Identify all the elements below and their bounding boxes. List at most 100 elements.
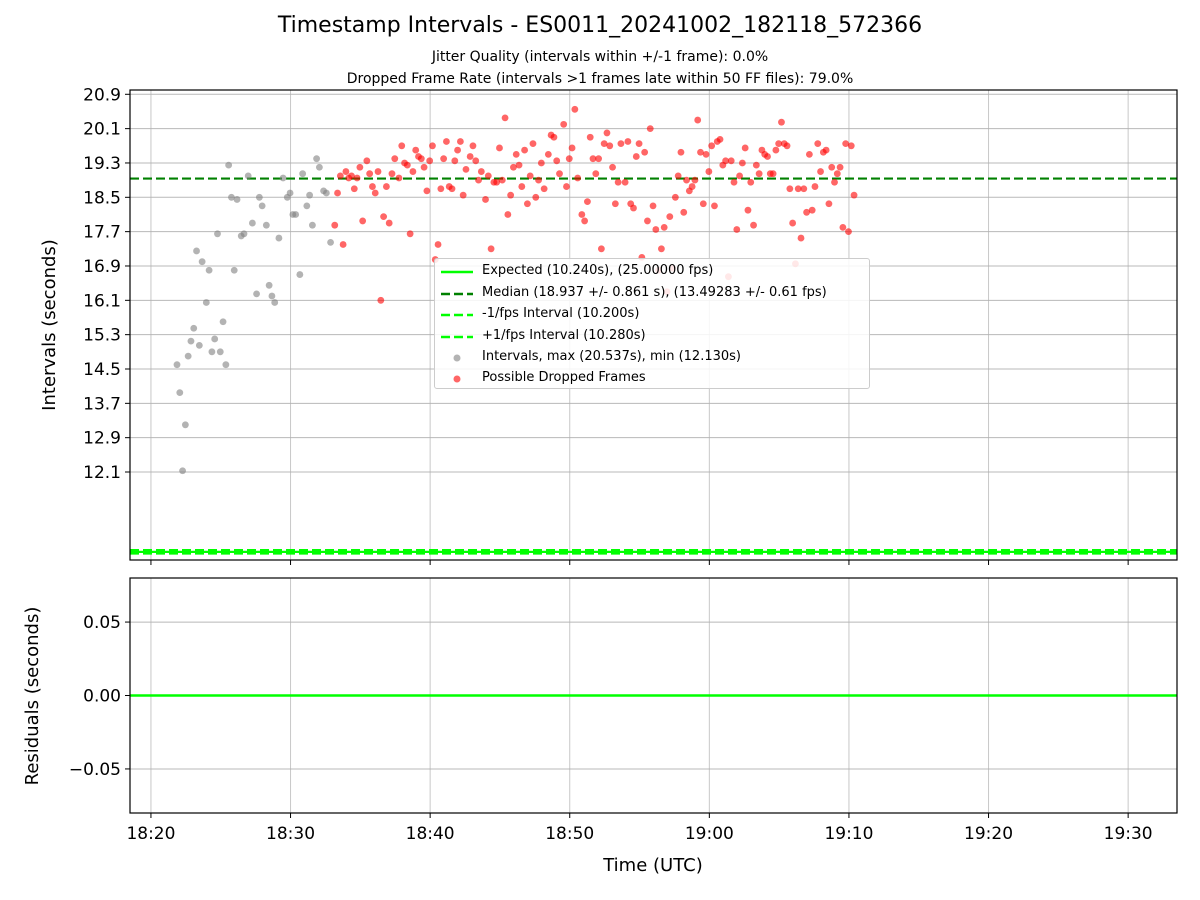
top-y-tick-label: 18.5 bbox=[83, 188, 121, 208]
dropped-frame-point bbox=[611, 200, 619, 208]
dropped-frame-point bbox=[705, 168, 713, 175]
dropped-frame-point bbox=[677, 148, 685, 156]
x-tick-label: 18:30 bbox=[266, 824, 315, 844]
x-axis-label: Time (UTC) bbox=[602, 855, 703, 876]
dropped-frame-point bbox=[597, 245, 605, 253]
dropped-frame-point bbox=[671, 193, 679, 201]
interval-point bbox=[248, 219, 256, 227]
dropped-frame-point bbox=[644, 217, 651, 225]
dropped-frame-point bbox=[586, 133, 594, 141]
bottom-y-tick-label: 0.00 bbox=[83, 687, 121, 707]
dropped-frame-point bbox=[606, 142, 614, 150]
dropped-frame-point bbox=[336, 172, 344, 180]
dropped-frame-point bbox=[850, 191, 858, 199]
dropped-frame-point bbox=[556, 170, 563, 178]
dropped-frame-point bbox=[537, 159, 545, 167]
dropped-frame-point bbox=[385, 219, 393, 227]
dropped-frame-point bbox=[803, 208, 810, 216]
dropped-frame-point bbox=[535, 176, 542, 184]
interval-point bbox=[179, 467, 186, 475]
dropped-frame-point bbox=[371, 189, 379, 197]
interval-point bbox=[184, 352, 192, 360]
dropped-frame-point bbox=[702, 150, 710, 158]
legend-key-intervals bbox=[453, 354, 461, 362]
dropped-frame-point bbox=[507, 191, 515, 199]
dropped-frame-point bbox=[584, 198, 591, 205]
dropped-frame-point bbox=[797, 234, 805, 242]
dropped-frame-point bbox=[440, 155, 448, 163]
dropped-frame-point bbox=[708, 142, 716, 150]
dropped-frame-point bbox=[426, 157, 434, 165]
legend-item-median: Median (18.937 +/- 0.861 s), (13.49283 +… bbox=[435, 283, 869, 303]
interval-point bbox=[327, 238, 334, 246]
top-y-axis-label: Intervals (seconds) bbox=[39, 239, 60, 411]
interval-point bbox=[205, 266, 213, 274]
dropped-frame-point bbox=[814, 140, 822, 148]
top-y-tick-label: 20.1 bbox=[83, 120, 121, 140]
top-y-tick-label: 17.7 bbox=[83, 223, 121, 243]
dropped-frame-point bbox=[839, 223, 847, 231]
dropped-frame-point bbox=[730, 178, 738, 186]
dropped-frame-point bbox=[504, 211, 512, 218]
interval-point bbox=[176, 389, 184, 397]
top-y-tick-label: 14.5 bbox=[83, 360, 121, 380]
dropped-frame-point bbox=[406, 230, 414, 238]
interval-point bbox=[313, 155, 320, 163]
dropped-frame-point bbox=[652, 226, 660, 233]
dropped-frame-point bbox=[786, 185, 794, 193]
dropped-frame-point bbox=[603, 129, 611, 137]
dropped-frame-rate-subtitle: Dropped Frame Rate (intervals >1 frames … bbox=[346, 71, 854, 87]
dropped-frame-point bbox=[466, 153, 474, 160]
interval-point bbox=[190, 324, 198, 332]
dropped-frame-point bbox=[571, 105, 579, 113]
top-y-tick-label: 19.3 bbox=[83, 154, 121, 174]
dropped-frame-point bbox=[783, 142, 791, 150]
dropped-frame-point bbox=[532, 193, 540, 201]
dropped-frame-point bbox=[515, 161, 523, 169]
dropped-frame-point bbox=[694, 116, 702, 124]
interval-point bbox=[265, 281, 273, 289]
dropped-frame-point bbox=[462, 166, 470, 173]
dropped-frame-point bbox=[722, 157, 730, 165]
dropped-frame-point bbox=[609, 163, 616, 171]
dropped-frame-point bbox=[738, 159, 746, 167]
x-tick-label: 18:40 bbox=[406, 824, 455, 844]
interval-point bbox=[315, 163, 323, 171]
dropped-frame-point bbox=[833, 170, 841, 178]
legend-label-expected: Expected (10.240s), (25.00000 fps) bbox=[482, 263, 714, 278]
dropped-frame-point bbox=[563, 183, 570, 190]
legend-key-dropped bbox=[453, 375, 461, 383]
interval-point bbox=[233, 196, 241, 203]
dropped-frame-point bbox=[772, 146, 780, 154]
interval-point bbox=[286, 189, 294, 197]
dropped-frame-point bbox=[836, 163, 844, 171]
dropped-frame-point bbox=[484, 172, 492, 180]
top-y-tick-label: 13.7 bbox=[83, 394, 121, 414]
interval-point bbox=[253, 290, 260, 298]
dropped-frame-point bbox=[666, 213, 674, 221]
dropped-frame-point bbox=[451, 157, 459, 165]
interval-point bbox=[309, 221, 316, 229]
dropped-frame-point bbox=[736, 172, 743, 180]
dropped-frame-point bbox=[800, 185, 808, 193]
legend-item-intervals: Intervals, max (20.537s), min (12.130s) bbox=[435, 347, 869, 367]
top-axes: 12.1 12.9 13.7 14.5 15.3 16.1 16.9 17.7 18.5 19.3… bbox=[83, 85, 1129, 565]
dropped-frame-point bbox=[578, 211, 586, 218]
interval-point bbox=[228, 193, 235, 201]
dropped-frame-point bbox=[674, 172, 682, 180]
dropped-frame-point bbox=[808, 206, 816, 214]
dropped-frame-point bbox=[518, 183, 526, 190]
dropped-frame-point bbox=[521, 146, 529, 154]
top-y-tick-label: 16.9 bbox=[83, 257, 121, 277]
dropped-frame-point bbox=[649, 202, 657, 210]
dropped-frame-point bbox=[454, 146, 461, 154]
bottom-y-tick-label: 0.05 bbox=[83, 613, 121, 633]
dropped-frame-point bbox=[512, 150, 520, 158]
interval-point bbox=[193, 247, 200, 255]
dropped-frame-point bbox=[825, 200, 833, 208]
dropped-frame-point bbox=[794, 185, 802, 193]
dropped-frame-point bbox=[778, 118, 785, 126]
dropped-frame-point bbox=[412, 146, 420, 154]
dropped-frame-point bbox=[523, 200, 531, 208]
top-y-tick-label: 20.9 bbox=[83, 85, 121, 105]
